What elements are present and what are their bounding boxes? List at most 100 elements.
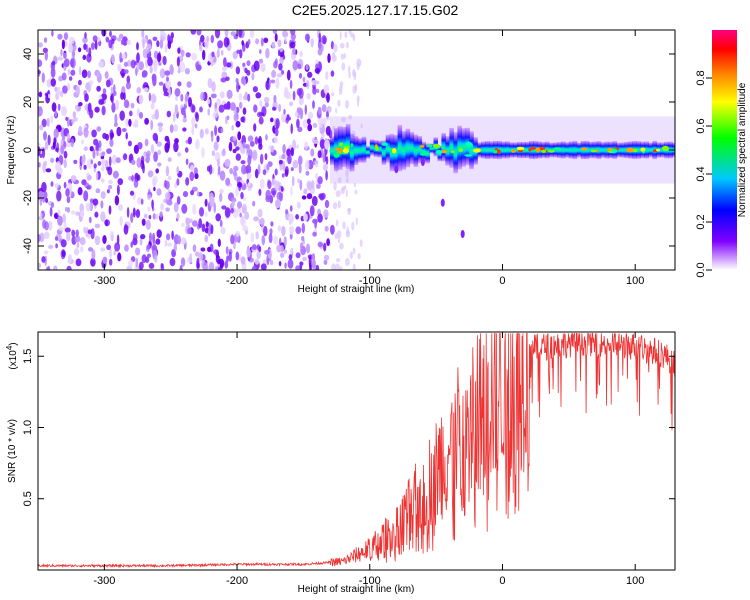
- noise-speckle: [108, 185, 113, 190]
- signal-band-segment: [453, 132, 458, 174]
- noise-speckle: [194, 173, 199, 180]
- signal-hotspot: [432, 144, 441, 148]
- signal-hotspot: [419, 145, 425, 148]
- noise-speckle: [75, 229, 79, 238]
- transition-speckle: [345, 189, 348, 198]
- noise-speckle: [63, 32, 69, 40]
- noise-speckle: [111, 54, 116, 64]
- noise-speckle: [82, 37, 88, 44]
- noise-speckle: [136, 87, 142, 94]
- noise-speckle: [98, 147, 102, 152]
- noise-speckle: [110, 231, 114, 241]
- signal-band-segment: [421, 141, 426, 163]
- noise-speckle: [139, 261, 144, 270]
- noise-speckle: [159, 68, 166, 79]
- noise-speckle: [292, 90, 296, 101]
- noise-speckle: [141, 30, 145, 38]
- noise-speckle: [179, 61, 186, 73]
- noise-speckle: [176, 178, 180, 186]
- noise-speckle: [66, 132, 71, 142]
- noise-speckle: [311, 195, 318, 207]
- noise-speckle: [174, 104, 179, 115]
- noise-speckle: [223, 103, 230, 110]
- x-tick-label: -300: [93, 275, 115, 287]
- noise-speckle: [51, 102, 57, 112]
- noise-speckle: [199, 128, 204, 139]
- noise-speckle: [242, 62, 246, 67]
- noise-speckle: [253, 123, 257, 132]
- noise-speckle: [219, 170, 226, 181]
- noise-speckle: [287, 154, 292, 165]
- noise-speckle: [256, 250, 261, 259]
- signal-hotspot: [450, 150, 455, 153]
- x-tick-label: -200: [226, 275, 248, 287]
- noise-speckle: [232, 200, 236, 206]
- noise-speckle: [322, 152, 326, 164]
- signal-hotspot: [458, 148, 464, 152]
- noise-speckle: [259, 49, 262, 54]
- noise-speckle: [146, 43, 152, 50]
- noise-speckle: [225, 76, 230, 82]
- noise-speckle: [47, 265, 51, 270]
- noise-speckle: [38, 70, 41, 75]
- signal-band-segment: [441, 133, 446, 162]
- noise-speckle: [257, 208, 263, 218]
- noise-speckle: [267, 180, 272, 190]
- noise-speckle: [110, 95, 113, 102]
- noise-speckle: [232, 136, 237, 142]
- noise-speckle: [109, 30, 112, 37]
- noise-speckle: [258, 58, 264, 64]
- noise-speckle: [88, 247, 93, 252]
- signal-hotspot: [595, 149, 599, 153]
- noise-speckle: [297, 107, 303, 116]
- transition-speckle: [348, 71, 351, 79]
- noise-speckle: [108, 39, 113, 49]
- noise-speckle: [207, 78, 213, 89]
- transition-speckle: [350, 32, 354, 38]
- signal-band-segment: [604, 141, 610, 159]
- noise-speckle: [166, 110, 171, 118]
- noise-speckle: [216, 98, 221, 106]
- noise-speckle: [235, 153, 241, 161]
- noise-speckle: [157, 162, 162, 167]
- noise-speckle: [309, 205, 315, 217]
- snr-multiplier: (x104): [5, 342, 19, 369]
- noise-speckle: [151, 199, 154, 209]
- signal-hotspot: [381, 142, 388, 146]
- noise-speckle: [201, 147, 205, 159]
- noise-speckle: [182, 127, 187, 132]
- noise-speckle: [290, 123, 293, 135]
- signal-hotspot: [388, 147, 392, 151]
- noise-speckle: [281, 225, 286, 237]
- noise-speckle: [283, 236, 287, 247]
- noise-speckle: [77, 187, 83, 196]
- transition-speckle: [348, 114, 353, 120]
- noise-speckle: [301, 235, 305, 242]
- noise-speckle: [280, 252, 285, 258]
- noise-speckle: [317, 213, 323, 223]
- noise-speckle: [166, 233, 171, 241]
- noise-speckle: [62, 213, 66, 223]
- noise-speckle: [306, 79, 310, 90]
- noise-speckle: [169, 64, 174, 75]
- noise-speckle: [54, 183, 59, 189]
- noise-speckle: [138, 94, 144, 105]
- noise-speckle: [315, 264, 320, 270]
- noise-speckle: [214, 265, 218, 270]
- signal-hotspot: [493, 149, 498, 154]
- noise-speckle: [186, 81, 192, 88]
- noise-speckle: [320, 133, 326, 138]
- noise-speckle: [85, 82, 90, 90]
- noise-speckle: [123, 61, 129, 67]
- noise-speckle: [185, 217, 191, 226]
- noise-speckle: [164, 70, 171, 76]
- noise-speckle: [119, 57, 124, 63]
- noise-speckle: [228, 141, 233, 152]
- noise-speckle: [204, 234, 209, 243]
- noise-speckle: [163, 91, 169, 97]
- noise-speckle: [217, 165, 221, 176]
- signal-hotspot: [516, 146, 525, 151]
- noise-speckle: [224, 207, 231, 218]
- noise-speckle: [94, 223, 101, 229]
